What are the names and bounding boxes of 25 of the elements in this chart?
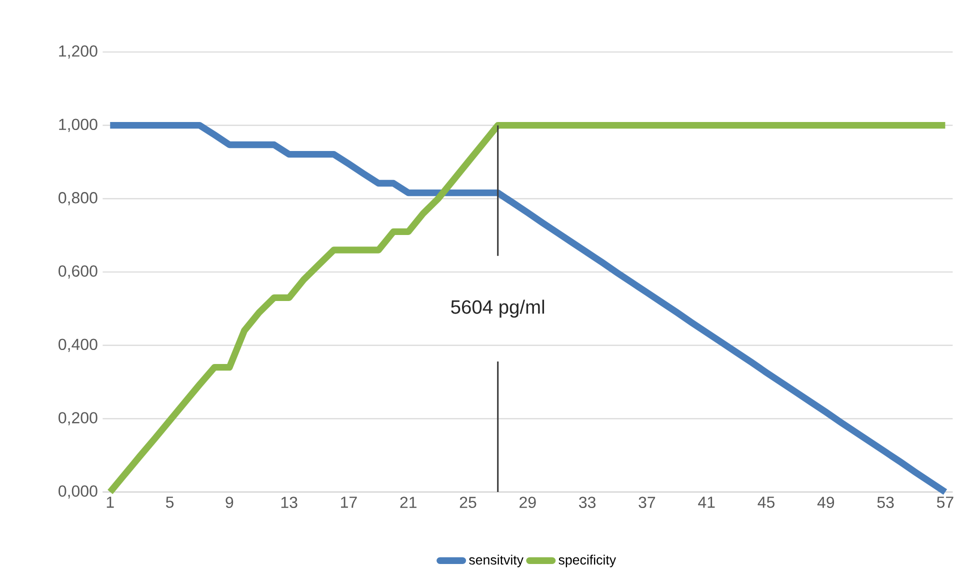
legend-label: sensitvity (469, 554, 524, 568)
x-tick-label: 37 (638, 496, 656, 508)
x-tick-label: 57 (936, 496, 954, 508)
x-tick-label: 29 (520, 496, 536, 508)
y-tick-label: 0,200 (58, 412, 98, 426)
x-tick-label: 9 (226, 496, 234, 508)
x-tick-label: 17 (341, 496, 357, 508)
x-tick-label: 49 (817, 496, 834, 508)
x-tick-label: 5 (166, 496, 174, 508)
y-tick-label: 0,800 (58, 192, 98, 206)
legend-label: specificity (558, 554, 616, 568)
ref-line-label: 5604 pg/ml (451, 300, 544, 318)
x-tick-label: 33 (579, 496, 596, 508)
x-tick-label: 53 (877, 496, 894, 508)
x-tick-label: 45 (758, 496, 774, 508)
x-tick-label: 25 (460, 496, 476, 508)
y-tick-label: 0,400 (58, 338, 98, 352)
x-tick-label: 1 (106, 496, 114, 508)
y-tick-label: 1,200 (59, 45, 98, 59)
y-tick-label: 0,600 (58, 265, 98, 279)
y-tick-label: 1,000 (59, 118, 98, 132)
y-tick-label: 0,000 (58, 485, 98, 499)
x-tick-label: 21 (400, 496, 416, 508)
x-tick-label: 13 (281, 496, 298, 508)
x-tick-label: 41 (698, 496, 715, 508)
